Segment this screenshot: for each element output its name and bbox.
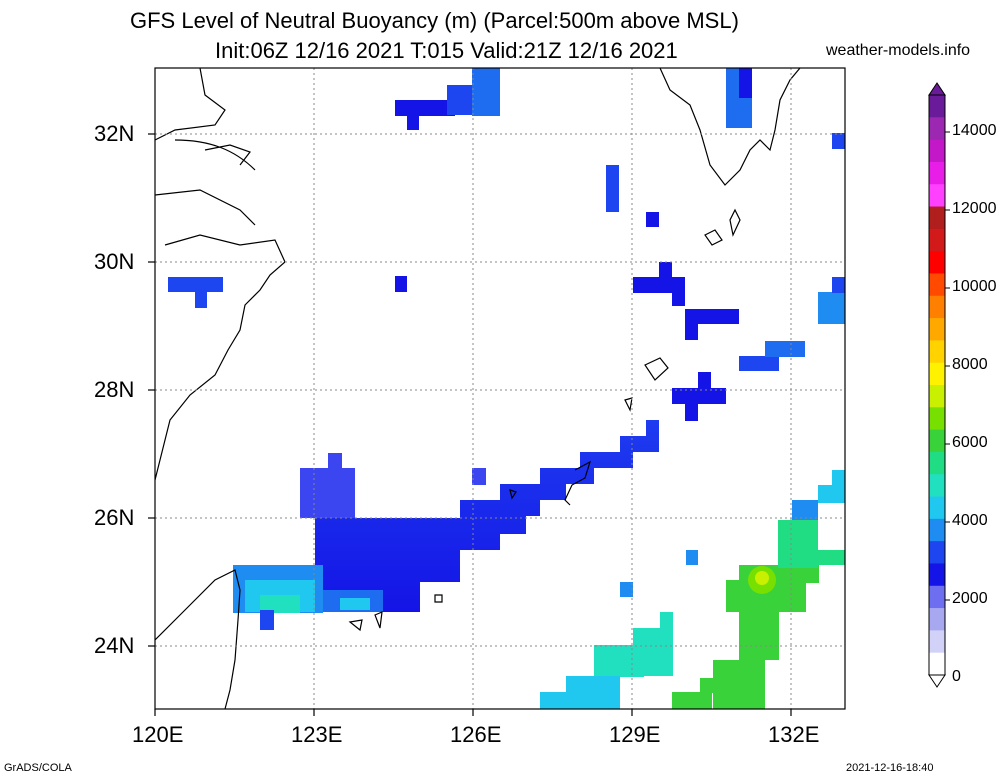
colorbar-segment (929, 429, 945, 453)
colorbar-segment (929, 608, 945, 631)
colorbar-segment (929, 496, 945, 520)
colorbar-segment (929, 407, 945, 431)
axis-ticks (148, 133, 792, 716)
coastlines (155, 68, 801, 709)
colorbar-segment (929, 474, 945, 498)
footer-timestamp: 2021-12-16-18:40 (846, 762, 934, 774)
colorbar-bottom-arrow (928, 674, 946, 688)
colorbar (928, 82, 950, 688)
colorbar-segment (929, 563, 945, 587)
lon-label-129e: 129E (609, 722, 661, 747)
lat-label-26n: 26N (94, 505, 135, 530)
colorbar-segment (929, 295, 945, 319)
buoyancy-field (168, 68, 845, 709)
colorbar-label-4000: 4000 (952, 512, 988, 529)
lon-label-120e: 120E (132, 722, 184, 747)
lat-label-32n: 32N (94, 121, 135, 146)
colorbar-label-14000: 14000 (952, 122, 997, 139)
chart-subtitle: Init:06Z 12/16 2021 T:015 Valid:21Z 12/1… (215, 38, 678, 63)
colorbar-segment (929, 318, 945, 341)
colorbar-segment (929, 251, 945, 274)
lon-label-123e: 123E (291, 722, 343, 747)
lon-label-126e: 126E (450, 722, 502, 747)
colorbar-label-12000: 12000 (952, 200, 997, 217)
colorbar-label-6000: 6000 (952, 434, 988, 451)
colorbar-segment (929, 585, 945, 609)
colorbar-label-10000: 10000 (952, 278, 997, 295)
colorbar-segment (929, 541, 945, 564)
lat-label-28n: 28N (94, 377, 135, 402)
chart-title: GFS Level of Neutral Buoyancy (m) (Parce… (130, 8, 739, 33)
colorbar-label-8000: 8000 (952, 356, 988, 373)
colorbar-segment (929, 117, 945, 141)
colorbar-segment (929, 518, 945, 542)
colorbar-segment (929, 630, 945, 654)
colorbar-top-arrow (928, 82, 946, 96)
colorbar-segment (929, 362, 945, 386)
lat-label-30n: 30N (94, 249, 135, 274)
lon-label-132e: 132E (768, 722, 820, 747)
colorbar-label-0: 0 (952, 668, 961, 685)
lat-label-24n: 24N (94, 633, 135, 658)
map-frame (154, 67, 846, 710)
colorbar-segment (929, 206, 945, 230)
colorbar-segment (929, 228, 945, 252)
colorbar-segment (929, 95, 945, 118)
colorbar-label-2000: 2000 (952, 590, 988, 607)
colorbar-segment (929, 161, 945, 185)
colorbar-segment (929, 340, 945, 364)
colorbar-segment (929, 385, 945, 408)
colorbar-segment (929, 139, 945, 163)
footer-credit: GrADS/COLA (4, 762, 72, 774)
colorbar-frame (928, 94, 946, 676)
colorbar-segment (929, 184, 945, 208)
graticule (155, 68, 845, 709)
source-label: weather-models.info (826, 42, 971, 59)
colorbar-segment (929, 652, 945, 676)
colorbar-segment (929, 273, 945, 297)
colorbar-segment (929, 451, 945, 475)
